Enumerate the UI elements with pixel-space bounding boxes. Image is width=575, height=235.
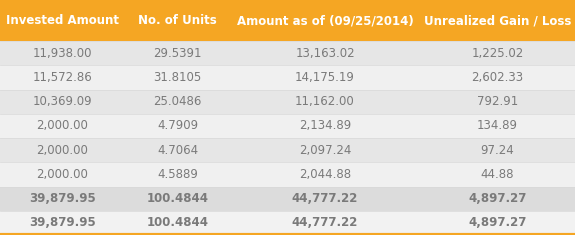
Bar: [420, 187, 575, 211]
Bar: [420, 138, 575, 162]
Bar: [125, 138, 230, 162]
Bar: [0, 114, 125, 138]
Bar: [230, 162, 420, 187]
Text: Unrealized Gain / Loss: Unrealized Gain / Loss: [424, 14, 571, 27]
Bar: [125, 114, 230, 138]
Bar: [125, 0, 230, 41]
Bar: [0, 90, 125, 114]
Text: 11,572.86: 11,572.86: [33, 71, 93, 84]
Text: 2,602.33: 2,602.33: [472, 71, 524, 84]
Text: 792.91: 792.91: [477, 95, 518, 108]
Bar: [0, 211, 125, 235]
Text: 97.24: 97.24: [481, 144, 515, 157]
Bar: [125, 162, 230, 187]
Bar: [125, 90, 230, 114]
Text: Amount as of (09/25/2014): Amount as of (09/25/2014): [237, 14, 413, 27]
Bar: [125, 187, 230, 211]
Bar: [0, 187, 125, 211]
Bar: [230, 187, 420, 211]
Bar: [230, 0, 420, 41]
Text: 4.5889: 4.5889: [157, 168, 198, 181]
Bar: [230, 90, 420, 114]
Bar: [420, 90, 575, 114]
Text: 100.4844: 100.4844: [147, 192, 209, 205]
Bar: [0, 162, 125, 187]
Text: 10,369.09: 10,369.09: [33, 95, 93, 108]
Text: 1,225.02: 1,225.02: [472, 47, 524, 60]
Bar: [125, 65, 230, 90]
Bar: [420, 41, 575, 65]
Text: 13,163.02: 13,163.02: [295, 47, 355, 60]
Bar: [420, 114, 575, 138]
Text: 14,175.19: 14,175.19: [295, 71, 355, 84]
Bar: [0, 65, 125, 90]
Text: 2,044.88: 2,044.88: [299, 168, 351, 181]
Bar: [125, 41, 230, 65]
Text: 44.88: 44.88: [481, 168, 514, 181]
Text: 39,879.95: 39,879.95: [29, 216, 96, 229]
Bar: [230, 114, 420, 138]
Text: Invested Amount: Invested Amount: [6, 14, 119, 27]
Text: 25.0486: 25.0486: [154, 95, 202, 108]
Text: 4.7909: 4.7909: [157, 119, 198, 133]
Bar: [230, 138, 420, 162]
Text: 2,000.00: 2,000.00: [37, 168, 89, 181]
Bar: [230, 211, 420, 235]
Bar: [0, 41, 125, 65]
Text: 100.4844: 100.4844: [147, 216, 209, 229]
Bar: [0, 138, 125, 162]
Text: 2,000.00: 2,000.00: [37, 119, 89, 133]
Text: 44,777.22: 44,777.22: [292, 216, 358, 229]
Text: 2,000.00: 2,000.00: [37, 144, 89, 157]
Text: 2,134.89: 2,134.89: [299, 119, 351, 133]
Text: 2,097.24: 2,097.24: [299, 144, 351, 157]
Text: 134.89: 134.89: [477, 119, 518, 133]
Bar: [420, 65, 575, 90]
Bar: [230, 65, 420, 90]
Bar: [230, 41, 420, 65]
Text: 39,879.95: 39,879.95: [29, 192, 96, 205]
Text: 31.8105: 31.8105: [154, 71, 202, 84]
Text: 11,162.00: 11,162.00: [295, 95, 355, 108]
Text: 11,938.00: 11,938.00: [33, 47, 92, 60]
Text: 4,897.27: 4,897.27: [468, 192, 527, 205]
Bar: [420, 0, 575, 41]
Bar: [420, 211, 575, 235]
Bar: [420, 162, 575, 187]
Text: No. of Units: No. of Units: [138, 14, 217, 27]
Text: 4,897.27: 4,897.27: [468, 216, 527, 229]
Text: 29.5391: 29.5391: [154, 47, 202, 60]
Bar: [125, 211, 230, 235]
Text: 4.7064: 4.7064: [157, 144, 198, 157]
Bar: [0, 0, 125, 41]
Text: 44,777.22: 44,777.22: [292, 192, 358, 205]
